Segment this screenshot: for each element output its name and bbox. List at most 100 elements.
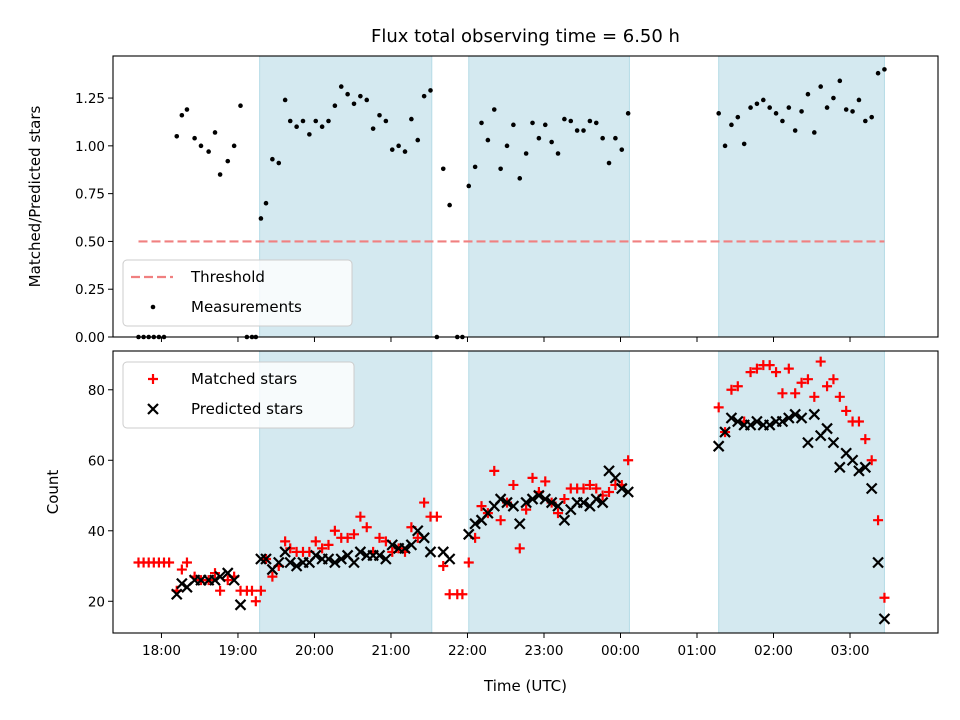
matched-star-point [713,402,724,413]
y-axis-label: Count [44,470,62,515]
predicted-star-point [260,553,272,565]
measurement-point [517,176,523,181]
predicted-star-point [853,465,865,477]
legend-box [122,361,355,429]
predicted-star-point [725,412,738,424]
measurement-point [843,107,849,112]
measurement-point [613,135,618,141]
measurement-point [824,105,830,110]
measurement-point [440,166,446,172]
measurement-point [466,183,472,189]
predicted-star-point [234,599,247,611]
matched-star-point [310,536,321,547]
matched-star-point [438,561,449,572]
matched-star-point [790,388,801,399]
predicted-star-point [386,539,399,551]
measurement-point [818,84,823,89]
measurement-point [409,116,414,122]
measurement-point [212,130,218,135]
predicted-star-point [329,556,341,569]
matched-star-point [457,589,468,600]
bottom-panel: 18:00 19:00 20:00 21:00 22:00 23:00 00:00 01:00… [44,350,939,659]
matched-star-point [342,532,353,543]
measurement-point [217,172,223,177]
measurement-point [198,143,204,149]
matched-star-point [591,483,602,494]
matched-star-point [764,360,775,371]
predicted-star-point [255,553,267,565]
predicted-star-point [494,493,507,505]
y-tick-label: 0.25 [75,282,105,298]
matched-star-point [866,455,877,466]
predicted-star-point [744,419,757,431]
predicted-star-point [808,408,821,421]
matched-star-point [822,381,833,392]
measurement-point [523,151,529,156]
matched-star-point [285,543,296,554]
predicted-star-point [615,482,628,495]
predicted-star-point [380,553,392,565]
measurement-point [581,128,586,133]
matched-star-point [578,483,589,494]
predicted-star-point [821,422,833,435]
measurement-point [491,107,497,112]
x-tick-label: 00:00 [601,643,640,659]
legend-label: Matched stars [191,370,297,388]
y-tick-label: 60 [88,453,105,469]
matched-star-point [361,522,372,533]
matched-star-point [815,356,826,367]
measurement-point [562,116,567,122]
predicted-star-point [513,517,526,530]
matched-star-point [802,374,813,385]
predicted-star-point [443,553,456,565]
legend-box [122,259,353,327]
matched-star-point [834,391,845,402]
predicted-star-point [309,549,322,562]
matched-star-point [732,381,743,392]
x-tick-label: 03:00 [831,643,870,659]
measurement-point [358,93,363,99]
legend-label: Measurements [191,298,302,316]
x-tick-label: 02:00 [754,643,793,659]
predicted-star-point [590,493,603,505]
measurement-point [174,133,180,139]
legend-label: Threshold [190,268,265,286]
predicted-star-point [335,553,348,565]
y-tick-label: 40 [88,524,105,540]
measurement-point [555,151,561,156]
measurement-point [326,118,331,124]
measurement-point [863,118,868,124]
matched-star-point [355,511,366,522]
measurement-point [276,160,282,166]
measurement-point [319,124,325,130]
x-tick-label: 21:00 [372,643,411,659]
measurement-point [447,202,452,208]
measurement-point [511,122,516,128]
measurement-point [729,122,734,128]
axes-frame [112,55,939,338]
measurement-point [754,101,760,107]
predicted-star-point [622,486,634,498]
matched-star-point [828,374,839,385]
measurement-point [504,143,510,149]
measurement-point [332,103,338,109]
measurement-point [722,143,728,149]
predicted-star-point [545,496,558,509]
measurement-point [485,137,491,143]
predicted-star-point [462,528,475,541]
measurement-point [837,78,843,84]
measurement-point [882,67,887,72]
measurement-point [383,118,389,124]
measurement-point [307,132,312,137]
measurement-point [735,114,741,120]
predicted-star-point [176,577,188,590]
legend-matched-swatch [148,374,158,384]
predicted-star-point [322,553,335,565]
y-tick-label: 1.25 [75,91,105,107]
matched-star-point [527,472,538,483]
matched-star-point [521,504,532,515]
predicted-star-point [795,412,808,424]
measurement-point [377,112,382,118]
y-tick-label: 80 [88,383,105,399]
